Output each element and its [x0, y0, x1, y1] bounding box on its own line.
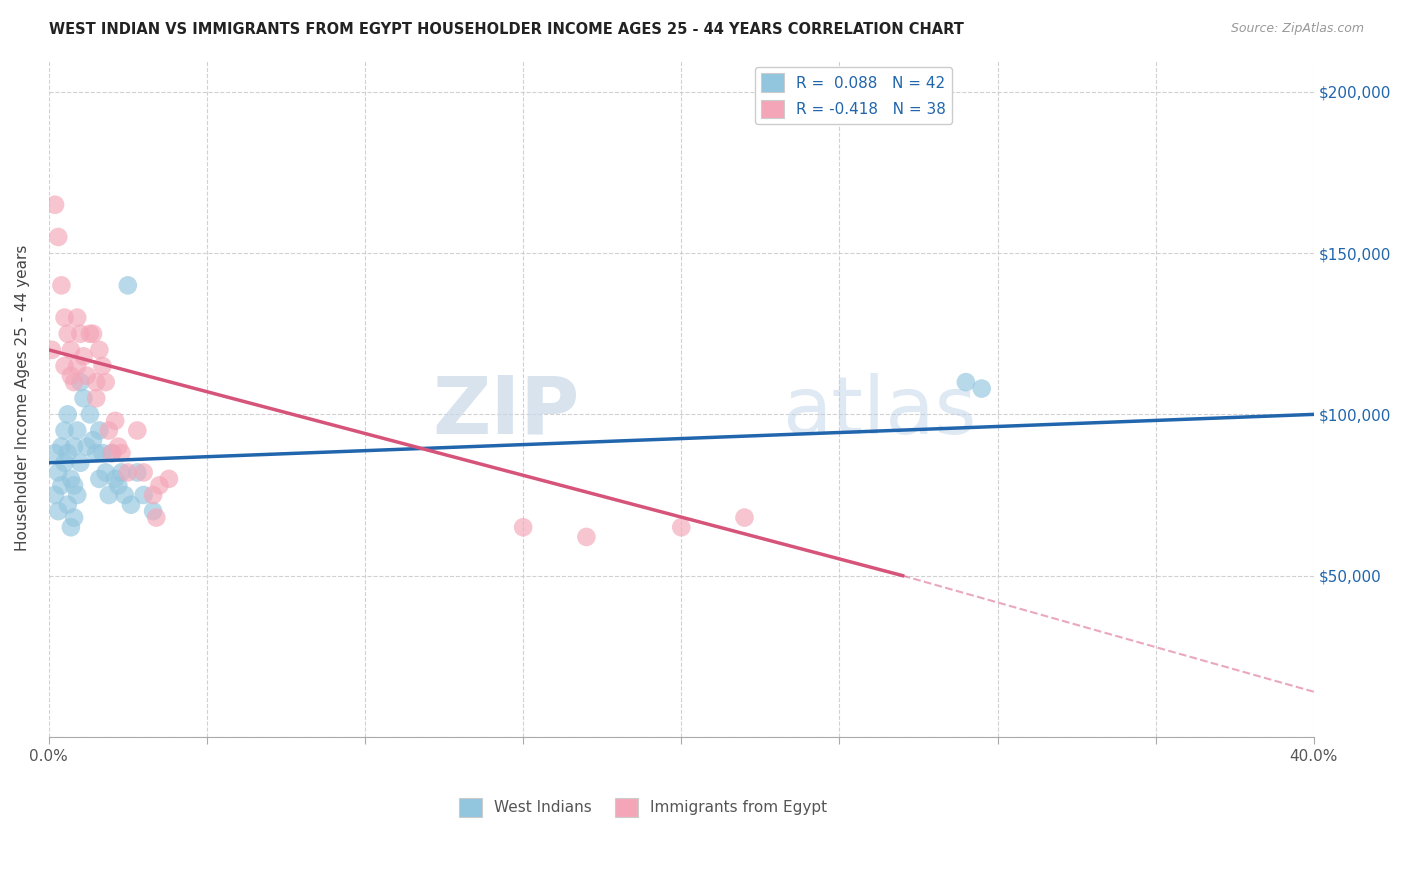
Point [51, 440, 73, 454]
Point [132, 488, 155, 502]
Point [56, 326, 79, 341]
Point [107, 478, 129, 492]
Point [66, 310, 89, 325]
Point [84, 391, 107, 405]
Point [59, 520, 82, 534]
Y-axis label: Householder Income Ages 25 - 44 years: Householder Income Ages 25 - 44 years [15, 245, 30, 551]
Point [46, 466, 69, 480]
Point [53, 359, 76, 373]
Point [59, 343, 82, 357]
Point [79, 326, 101, 341]
Point [89, 472, 111, 486]
Point [46, 504, 69, 518]
Text: Source: ZipAtlas.com: Source: ZipAtlas.com [1230, 22, 1364, 36]
Point [104, 414, 127, 428]
Point [104, 472, 127, 486]
Point [66, 488, 89, 502]
Point [63, 478, 86, 492]
Text: ZIP: ZIP [433, 373, 581, 450]
Point [63, 440, 86, 454]
Point [44, 198, 66, 212]
Point [84, 375, 107, 389]
Point [76, 368, 98, 383]
Point [69, 326, 91, 341]
Point [91, 359, 114, 373]
Point [117, 466, 139, 480]
Point [66, 424, 89, 438]
Point [142, 504, 165, 518]
Point [53, 456, 76, 470]
Point [114, 488, 136, 502]
Point [94, 466, 117, 480]
Point [63, 375, 86, 389]
Point [94, 375, 117, 389]
Point [97, 424, 120, 438]
Point [44, 446, 66, 460]
Point [44, 488, 66, 502]
Point [734, 510, 756, 524]
Point [59, 368, 82, 383]
Point [41, 343, 63, 357]
Point [132, 466, 155, 480]
Point [53, 310, 76, 325]
Point [127, 466, 149, 480]
Point [51, 478, 73, 492]
Point [110, 466, 132, 480]
Point [66, 359, 89, 373]
Point [97, 488, 120, 502]
Point [72, 349, 94, 363]
Point [72, 391, 94, 405]
Point [82, 433, 104, 447]
Point [117, 278, 139, 293]
Point [89, 343, 111, 357]
Point [127, 424, 149, 438]
Point [82, 326, 104, 341]
Point [56, 446, 79, 460]
Legend: West Indians, Immigrants from Egypt: West Indians, Immigrants from Egypt [453, 792, 834, 822]
Point [51, 278, 73, 293]
Point [575, 530, 598, 544]
Point [46, 230, 69, 244]
Point [76, 440, 98, 454]
Text: WEST INDIAN VS IMMIGRANTS FROM EGYPT HOUSEHOLDER INCOME AGES 25 - 44 YEARS CORRE: WEST INDIAN VS IMMIGRANTS FROM EGYPT HOU… [49, 22, 965, 37]
Point [157, 472, 180, 486]
Point [120, 498, 142, 512]
Point [89, 424, 111, 438]
Point [59, 472, 82, 486]
Point [148, 478, 170, 492]
Point [101, 446, 124, 460]
Text: atlas: atlas [783, 373, 977, 450]
Point [56, 408, 79, 422]
Point [955, 375, 977, 389]
Point [970, 382, 993, 396]
Point [69, 456, 91, 470]
Point [110, 446, 132, 460]
Point [142, 488, 165, 502]
Point [671, 520, 693, 534]
Point [84, 446, 107, 460]
Point [512, 520, 534, 534]
Point [91, 446, 114, 460]
Point [53, 424, 76, 438]
Point [56, 498, 79, 512]
Point [107, 440, 129, 454]
Point [101, 446, 124, 460]
Point [69, 375, 91, 389]
Point [145, 510, 167, 524]
Point [63, 510, 86, 524]
Point [79, 408, 101, 422]
